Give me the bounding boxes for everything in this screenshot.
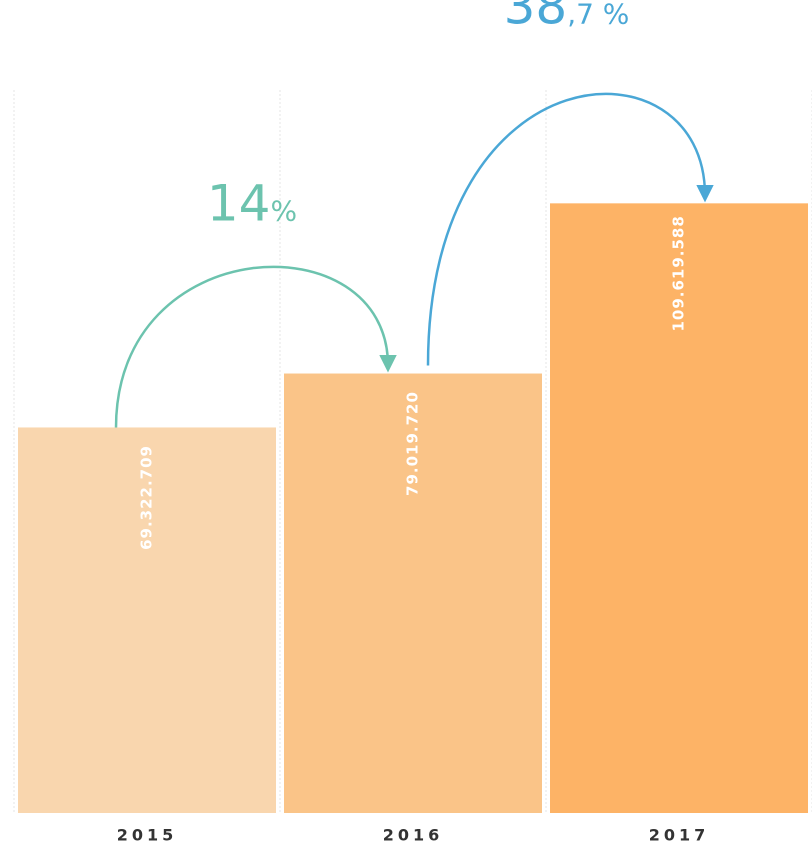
bars xyxy=(18,203,808,814)
bar-value-label: 69.322.709 xyxy=(138,445,156,550)
gridlines xyxy=(13,90,812,813)
bar-value-label: 109.619.588 xyxy=(670,215,688,331)
bar-2015 xyxy=(18,427,276,813)
x-tick-label: 2016 xyxy=(383,826,444,845)
x-tick-label: 2017 xyxy=(649,826,710,845)
growth-value: 14 xyxy=(207,175,271,233)
growth-label: 14% xyxy=(207,175,297,233)
growth-unit: % xyxy=(271,195,298,228)
bar-2016 xyxy=(284,373,542,813)
growth-arrow xyxy=(426,92,714,366)
growth-arrows xyxy=(114,92,714,428)
x-tick-label: 2015 xyxy=(117,826,178,845)
growth-arrow xyxy=(114,265,397,428)
bar-value-label: 79.019.720 xyxy=(404,391,422,496)
growth-label: 38,7 % xyxy=(504,0,630,35)
labels: 69.322.709 2015 79.019.720 2016 109.619.588 2… xyxy=(117,0,710,845)
growth-value: 38 xyxy=(504,0,568,35)
growth-unit: ,7 % xyxy=(567,0,629,30)
bar-2017 xyxy=(550,203,808,814)
